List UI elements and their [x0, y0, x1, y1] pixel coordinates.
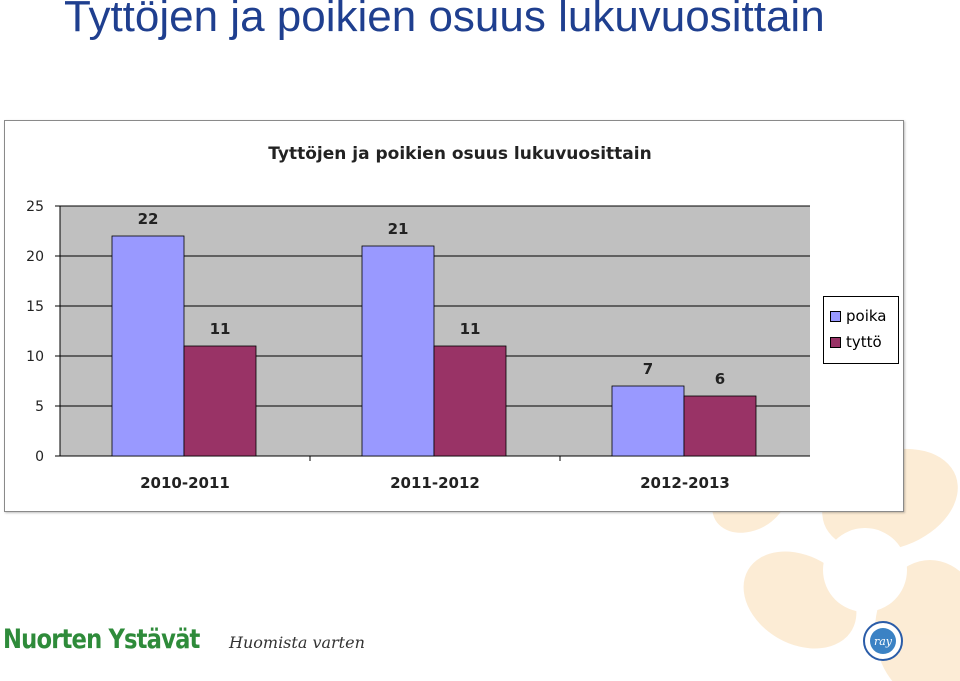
data-label: 21: [388, 220, 409, 238]
brand-tagline: Huomista varten: [229, 633, 365, 652]
legend-label: poika: [846, 307, 887, 325]
bar-poika-2012-2013: [611, 385, 685, 457]
data-label: 7: [643, 360, 653, 378]
brand-name: Nuorten Ystävät: [3, 624, 200, 655]
bar-poika-2011-2012: [361, 245, 435, 457]
x-tick-label: 2010-2011: [140, 474, 230, 492]
bar-tyttö-2012-2013: [683, 395, 757, 457]
chart-title: Tyttöjen ja poikien osuus lukuvuosittain: [268, 144, 651, 164]
legend-swatch: [830, 336, 841, 348]
ray-seal-logo: ray: [863, 621, 903, 661]
legend-item: tyttö: [830, 329, 898, 355]
brand-logo: Nuorten Ystävät Huomista varten: [3, 624, 365, 655]
data-label: 22: [138, 210, 159, 228]
bar-poika-2010-2011: [111, 235, 185, 457]
chart-svg: Tyttöjen ja poikien osuus lukuvuosittain…: [26, 144, 810, 492]
page-title: Tyttöjen ja poikien osuus lukuvuosittain: [64, 0, 825, 41]
data-label: 11: [460, 320, 481, 338]
x-tick-label: 2012-2013: [640, 474, 730, 492]
bar-tyttö-2010-2011: [183, 345, 257, 457]
ray-seal-text: ray: [874, 635, 893, 648]
y-tick-label: 5: [35, 399, 44, 415]
bar-tyttö-2011-2012: [433, 345, 507, 457]
y-tick-label: 10: [26, 349, 44, 365]
y-tick-label: 25: [26, 199, 44, 215]
legend-item: poika: [830, 303, 898, 329]
data-label: 11: [210, 320, 231, 338]
chart-legend: poika tyttö: [823, 296, 899, 364]
legend-label: tyttö: [846, 333, 882, 351]
legend-swatch: [830, 310, 841, 322]
y-tick-label: 15: [26, 299, 44, 315]
x-tick-label: 2011-2012: [390, 474, 480, 492]
chart-frame: Tyttöjen ja poikien osuus lukuvuosittain…: [4, 120, 904, 512]
data-label: 6: [715, 370, 725, 388]
y-tick-label: 20: [26, 249, 44, 265]
y-tick-label: 0: [35, 449, 44, 465]
